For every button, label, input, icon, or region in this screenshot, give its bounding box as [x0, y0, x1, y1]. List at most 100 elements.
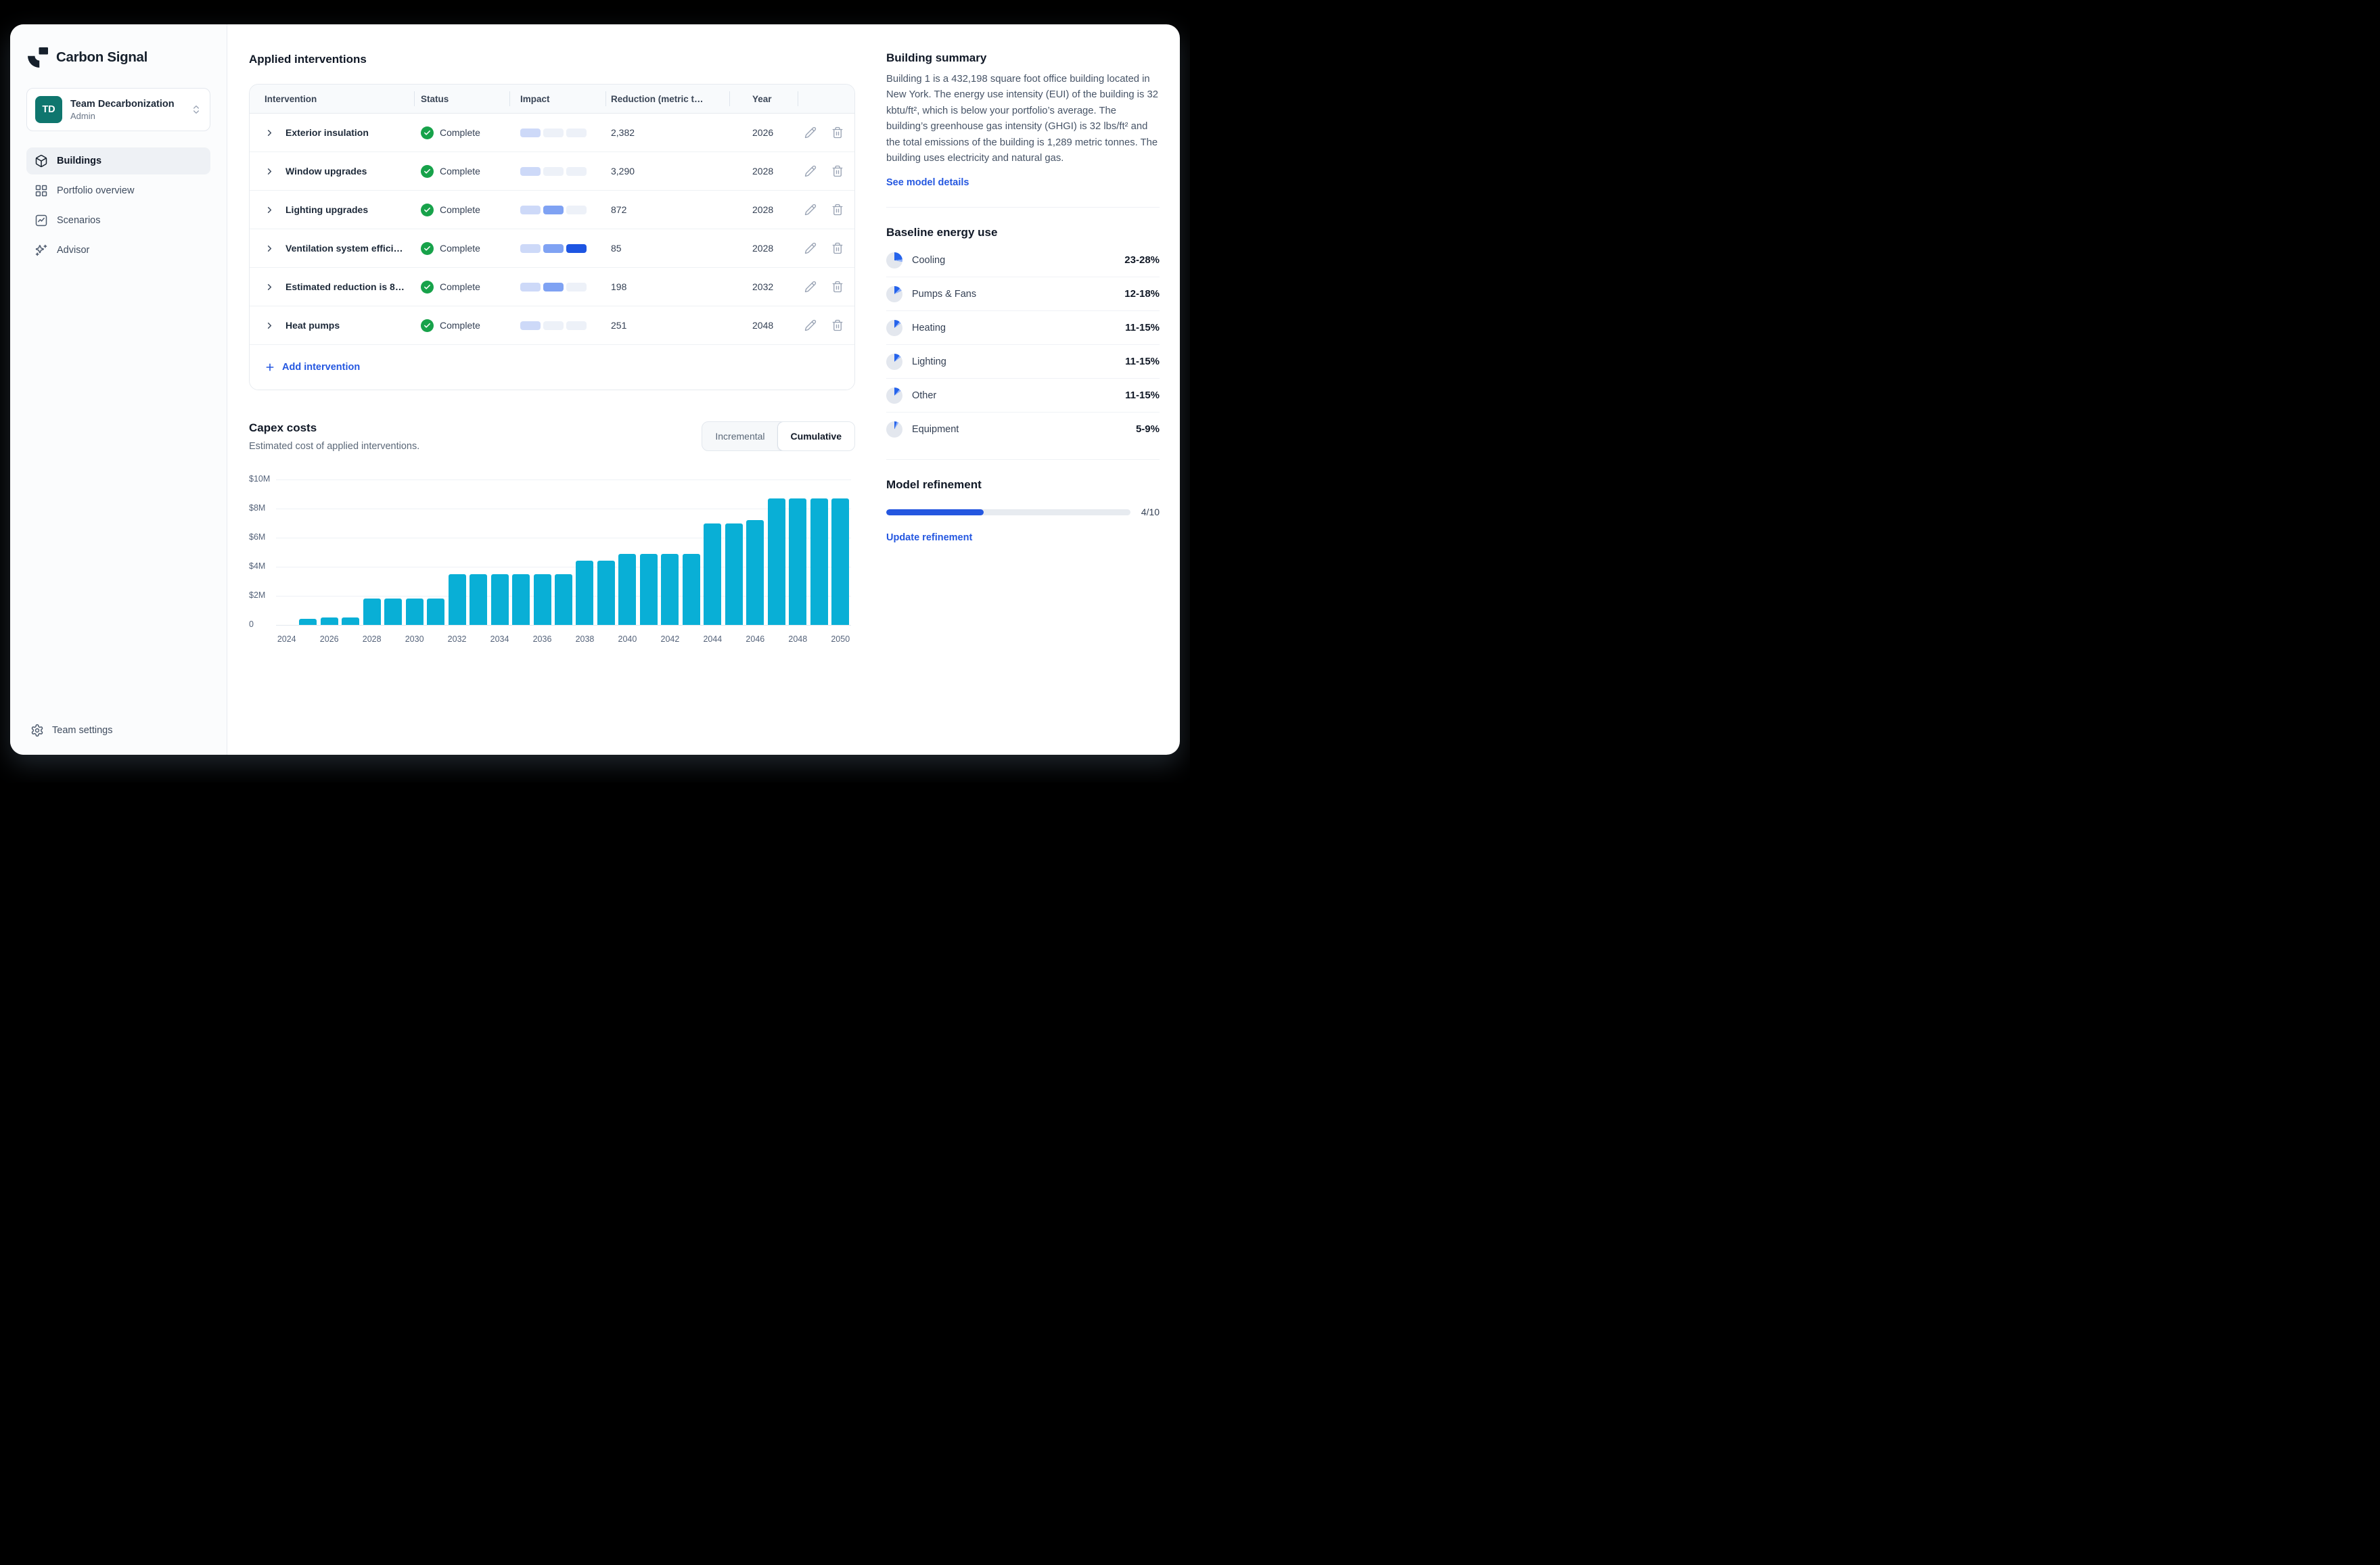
- status-text: Complete: [440, 166, 480, 177]
- chevron-right-icon[interactable]: [265, 205, 275, 215]
- app-name: Carbon Signal: [56, 49, 148, 65]
- toggle-option-incremental[interactable]: Incremental: [715, 431, 765, 442]
- column-header-impact: Impact: [509, 85, 605, 113]
- x-axis-tick-label: 2024: [277, 634, 296, 644]
- impact-segment: [520, 243, 541, 253]
- y-axis-tick-label: $6M: [249, 532, 266, 542]
- baseline-row: Other 11-15%: [886, 379, 1160, 413]
- capex-bar-2031: [427, 599, 445, 625]
- capex-bar-2035: [512, 574, 530, 625]
- pie-icon: [886, 285, 902, 302]
- gridline: [276, 625, 851, 626]
- building-summary-title: Building summary: [886, 51, 987, 64]
- year-value: 2028: [752, 204, 774, 215]
- table-row[interactable]: Exterior insulation Complete 2,382 2026: [250, 114, 854, 151]
- status-complete-icon: [421, 241, 434, 255]
- chevrons-up-down-icon: [191, 104, 202, 115]
- year-value: 2028: [752, 166, 774, 177]
- delete-button[interactable]: [831, 204, 844, 216]
- table-row[interactable]: Ventilation system effici… Complete 85 2…: [250, 229, 854, 267]
- sidebar-item-team-settings[interactable]: Team settings: [26, 724, 210, 737]
- edit-button[interactable]: [804, 204, 817, 216]
- table-row[interactable]: Estimated reduction is 8… Complete 198 2…: [250, 267, 854, 306]
- chevron-right-icon[interactable]: [265, 282, 275, 292]
- gear-icon: [30, 724, 44, 737]
- baseline-label: Lighting: [912, 356, 946, 367]
- chevron-right-icon[interactable]: [265, 321, 275, 331]
- sidebar-item-buildings[interactable]: Buildings: [26, 147, 210, 174]
- capex-bar-2038: [576, 561, 594, 625]
- capex-view-toggle: Incremental Cumulative: [702, 421, 855, 451]
- chevron-right-icon[interactable]: [265, 243, 275, 254]
- x-axis-tick-label: 2042: [660, 634, 680, 644]
- edit-button[interactable]: [804, 242, 817, 254]
- x-axis-tick-label: 2030: [405, 634, 424, 644]
- x-axis-tick-label: 2036: [532, 634, 552, 644]
- delete-button[interactable]: [831, 281, 844, 293]
- model-refinement-title: Model refinement: [886, 478, 982, 492]
- delete-button[interactable]: [831, 165, 844, 177]
- baseline-energy-use-title: Baseline energy use: [886, 226, 998, 239]
- model-refinement-progress: 4/10: [886, 507, 1160, 517]
- table-row[interactable]: Heat pumps Complete 251 2048: [250, 306, 854, 344]
- capex-bar-2043: [682, 553, 700, 625]
- baseline-row: Heating 11-15%: [886, 311, 1160, 346]
- edit-button[interactable]: [804, 165, 817, 177]
- table-row[interactable]: Window upgrades Complete 3,290 2028: [250, 151, 854, 190]
- year-value: 2048: [752, 320, 774, 331]
- update-refinement-link[interactable]: Update refinement: [886, 532, 973, 544]
- team-role: Admin: [70, 110, 95, 121]
- add-intervention-button[interactable]: Add intervention: [250, 344, 854, 390]
- status-complete-icon: [421, 203, 434, 216]
- progress-track: [886, 509, 1130, 515]
- plus-icon: [265, 362, 275, 373]
- impact-meter: [509, 321, 605, 330]
- baseline-row: Lighting 11-15%: [886, 345, 1160, 379]
- edit-button[interactable]: [804, 319, 817, 331]
- sidebar-item-scenarios[interactable]: Scenarios: [26, 207, 210, 234]
- status-text: Complete: [440, 243, 480, 254]
- chevron-right-icon[interactable]: [265, 166, 275, 177]
- capex-bar-2050: [831, 498, 850, 625]
- year-value: 2032: [752, 281, 774, 292]
- x-axis-tick-label: 2046: [746, 634, 765, 644]
- impact-segment: [566, 243, 587, 253]
- delete-button[interactable]: [831, 242, 844, 254]
- table-row[interactable]: Lighting upgrades Complete 872 2028: [250, 190, 854, 229]
- delete-button[interactable]: [831, 126, 844, 139]
- status-text: Complete: [440, 320, 480, 331]
- team-name: Team Decarbonization: [70, 98, 175, 110]
- toggle-option-cumulative[interactable]: Cumulative: [777, 422, 855, 450]
- intervention-name: Lighting upgrades: [285, 204, 369, 215]
- column-header-status: Status: [414, 85, 509, 113]
- delete-button[interactable]: [831, 319, 844, 331]
- see-model-details-link[interactable]: See model details: [886, 177, 969, 189]
- capex-bar-2026: [320, 617, 338, 625]
- baseline-label: Pumps & Fans: [912, 288, 977, 300]
- sidebar-item-advisor[interactable]: Advisor: [26, 237, 210, 264]
- capex-bar-2037: [555, 574, 572, 625]
- edit-button[interactable]: [804, 126, 817, 139]
- y-axis-tick-label: 0: [249, 620, 254, 629]
- sidebar-item-portfolio-overview[interactable]: Portfolio overview: [26, 177, 210, 204]
- baseline-value: 11-15%: [1125, 322, 1160, 334]
- baseline-label: Other: [912, 390, 937, 401]
- team-selector[interactable]: TD Team Decarbonization Admin: [26, 88, 210, 131]
- baseline-row: Cooling 23-28%: [886, 243, 1160, 278]
- chevron-right-icon[interactable]: [265, 128, 275, 138]
- capex-bar-2033: [470, 574, 488, 625]
- sidebar: Carbon Signal TD Team Decarbonization Ad…: [10, 24, 227, 755]
- divider: [886, 459, 1160, 461]
- edit-button[interactable]: [804, 281, 817, 293]
- divider: [886, 207, 1160, 208]
- impact-segment: [566, 128, 587, 137]
- app-logo: Carbon Signal: [28, 47, 209, 68]
- app-window: Carbon Signal TD Team Decarbonization Ad…: [10, 24, 1180, 755]
- intervention-name: Window upgrades: [285, 166, 367, 177]
- intervention-name: Exterior insulation: [285, 127, 369, 138]
- reduction-value: 872: [611, 204, 627, 215]
- screen-background: Carbon Signal TD Team Decarbonization Ad…: [0, 0, 1190, 782]
- capex-bar-2030: [405, 599, 424, 625]
- x-axis-tick-label: 2032: [447, 634, 467, 644]
- year-value: 2028: [752, 243, 774, 254]
